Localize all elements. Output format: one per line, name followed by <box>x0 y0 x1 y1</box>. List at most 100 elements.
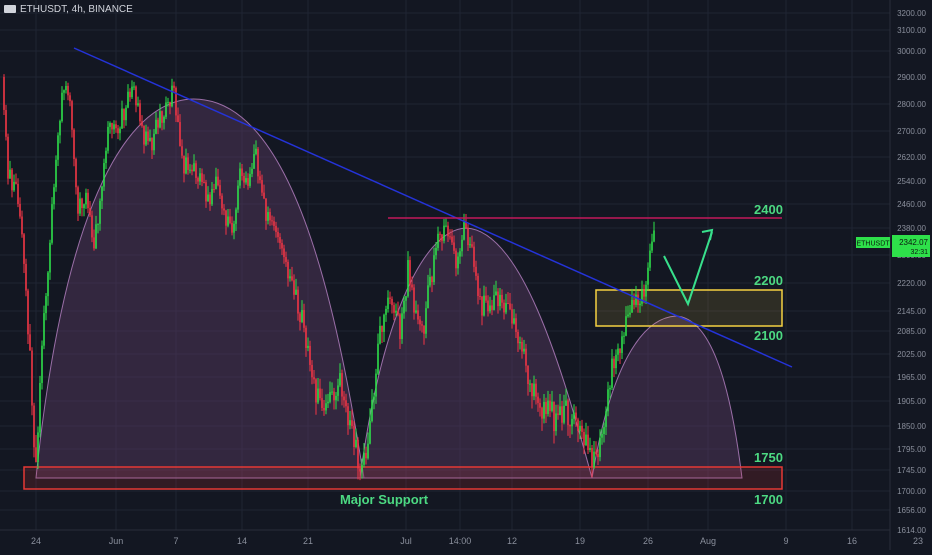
y-tick-label: 2620.00 <box>897 153 926 162</box>
candle-body <box>95 224 97 249</box>
candle-body <box>87 192 89 209</box>
candle-body <box>183 155 185 174</box>
candle-body <box>581 425 583 432</box>
candle-body <box>443 225 445 241</box>
candle-body <box>187 157 189 170</box>
candle-body <box>219 185 221 196</box>
candle-body <box>625 316 627 336</box>
candle-body <box>259 176 261 181</box>
y-tick-label: 1795.00 <box>897 445 926 454</box>
candle-body <box>167 101 169 103</box>
candle-body <box>97 223 99 225</box>
candle-body <box>39 382 41 433</box>
y-tick-label: 2145.00 <box>897 307 926 316</box>
descending-trendline[interactable] <box>73 47 793 368</box>
candle-body <box>299 313 301 323</box>
candle-body <box>253 154 255 169</box>
candle-body <box>393 305 395 313</box>
candle-body <box>23 234 25 264</box>
candle-body <box>113 124 115 130</box>
candle-body <box>227 216 229 226</box>
candle-body <box>631 299 633 313</box>
x-tick-label: 14:00 <box>449 536 472 546</box>
candle-body <box>331 391 333 393</box>
chart-header: ETHUSDT, 4h, BINANCE <box>4 4 133 15</box>
y-tick-label: 2460.00 <box>897 200 926 209</box>
candle-body <box>137 103 139 106</box>
candle-body <box>555 413 557 432</box>
candle-body <box>177 115 179 123</box>
candle-body <box>341 373 343 397</box>
candle-body <box>315 379 317 403</box>
candle-body <box>427 285 429 309</box>
candle-body <box>201 173 203 182</box>
projection-arrow[interactable] <box>663 231 713 307</box>
candle-body <box>115 124 117 129</box>
candle-body <box>179 122 181 147</box>
candle-body <box>507 303 509 305</box>
candle-body <box>387 297 389 310</box>
candle-body <box>239 168 241 186</box>
candle-body <box>529 383 531 385</box>
candle-body <box>517 331 519 344</box>
candle-body <box>301 310 303 323</box>
candle-body <box>543 401 545 419</box>
candle-body <box>603 426 605 434</box>
candle-body <box>615 354 617 369</box>
candle-body <box>585 434 587 446</box>
candle-body <box>539 402 541 408</box>
candle-body <box>345 400 347 407</box>
candle-body <box>57 135 59 160</box>
candle-body <box>59 121 61 136</box>
candle-body <box>279 237 281 243</box>
candle-body <box>573 412 575 419</box>
symbol-tag-label: ETHUSDT <box>856 241 890 248</box>
breakout-zone-box[interactable] <box>595 289 783 327</box>
candle-body <box>189 169 191 171</box>
candle-body <box>33 405 35 448</box>
candle-body <box>515 318 517 332</box>
candle-body <box>619 348 621 353</box>
candle-body <box>269 212 271 221</box>
candle-body <box>571 418 573 427</box>
candle-body <box>243 175 245 183</box>
level-label-1700: 1700 <box>754 492 783 507</box>
y-tick-label: 2025.00 <box>897 350 926 359</box>
y-tick-label: 3200.00 <box>897 9 926 18</box>
candle-body <box>451 236 453 243</box>
candle-body <box>557 413 559 415</box>
candle-body <box>69 95 71 102</box>
candle-body <box>587 434 589 450</box>
candle-body <box>11 169 13 191</box>
major-support-box[interactable] <box>23 466 783 490</box>
candle-body <box>617 348 619 355</box>
candle-body <box>465 222 467 228</box>
candle-body <box>111 123 113 130</box>
candle-body <box>63 90 65 93</box>
x-tick-label: 24 <box>31 536 41 546</box>
candle-body <box>621 336 623 353</box>
candle-body <box>351 420 353 427</box>
candle-body <box>207 194 209 202</box>
x-tick-label: 14 <box>237 536 247 546</box>
candle-body <box>43 313 45 346</box>
candle-body <box>475 266 477 276</box>
candle-body <box>289 276 291 279</box>
candle-body <box>365 452 367 459</box>
candle-body <box>589 447 591 450</box>
candle-body <box>379 325 381 344</box>
candle-body <box>373 396 375 400</box>
candle-body <box>577 419 579 432</box>
candle-body <box>525 348 527 366</box>
candle-body <box>65 85 67 91</box>
candle-body <box>391 298 393 306</box>
candle-body <box>77 187 79 214</box>
candle-body <box>251 168 253 174</box>
candle-body <box>71 101 73 130</box>
candle-body <box>497 291 499 307</box>
candle-body <box>31 350 33 406</box>
x-tick-label: Jul <box>400 536 412 546</box>
candle-body <box>489 305 491 312</box>
